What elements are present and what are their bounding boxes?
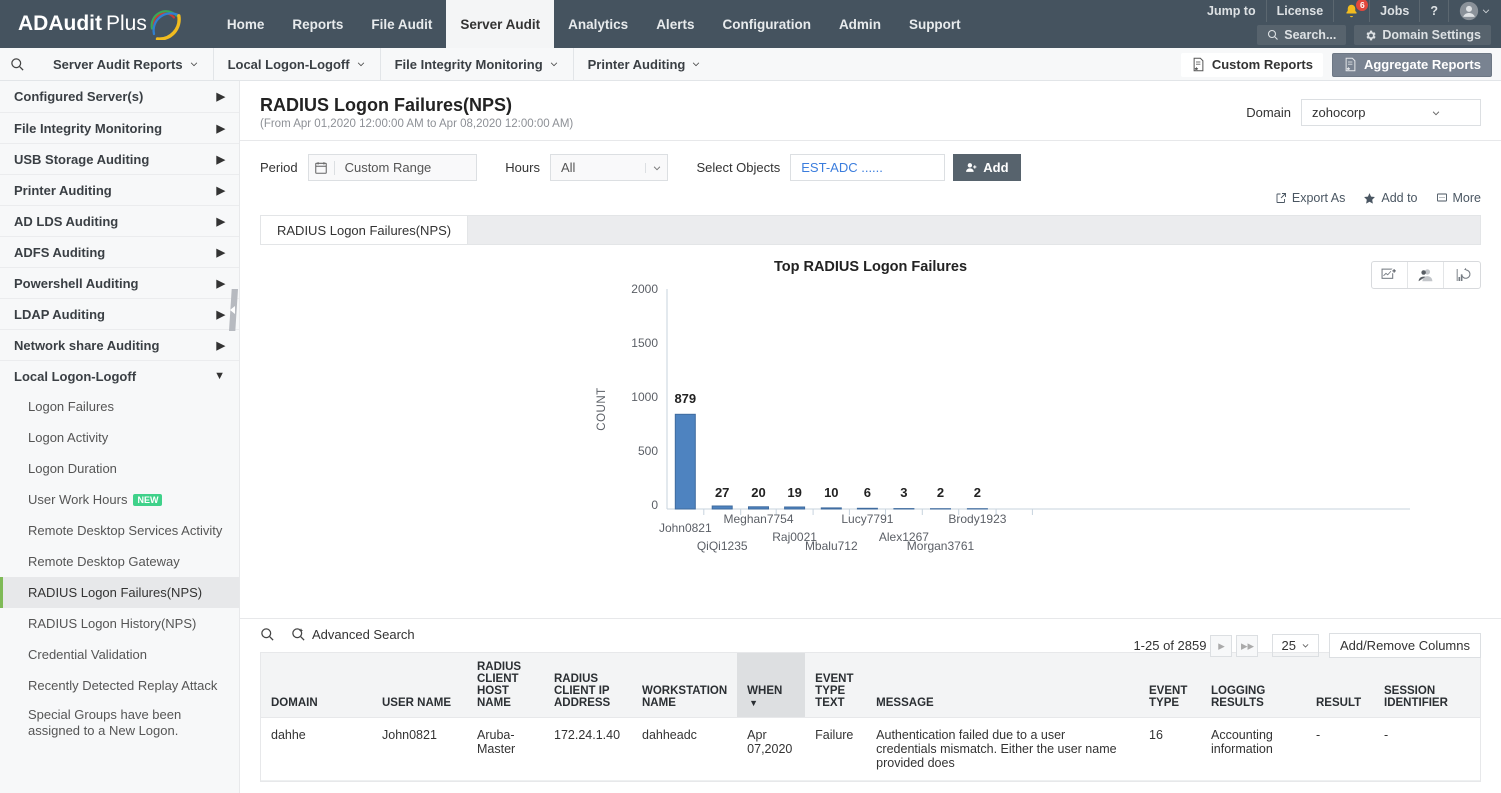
- svg-text:Mbalu712: Mbalu712: [805, 539, 858, 553]
- svg-text:0: 0: [651, 498, 658, 512]
- svg-text:Brody1923: Brody1923: [948, 512, 1006, 526]
- svg-text:1000: 1000: [631, 390, 658, 404]
- svg-text:19: 19: [787, 485, 801, 500]
- svg-text:10: 10: [824, 485, 838, 500]
- svg-text:COUNT: COUNT: [596, 387, 608, 430]
- svg-text:2: 2: [974, 485, 981, 500]
- svg-text:27: 27: [715, 485, 729, 500]
- svg-text:500: 500: [638, 444, 658, 458]
- svg-text:6: 6: [864, 485, 871, 500]
- svg-text:20: 20: [751, 485, 765, 500]
- svg-text:Lucy7791: Lucy7791: [841, 512, 893, 526]
- svg-text:QiQi1235: QiQi1235: [697, 539, 748, 553]
- svg-text:John0821: John0821: [659, 521, 712, 535]
- svg-text:Morgan3761: Morgan3761: [907, 539, 975, 553]
- svg-text:3: 3: [900, 485, 907, 500]
- svg-text:2000: 2000: [631, 282, 658, 296]
- svg-text:879: 879: [674, 391, 696, 406]
- svg-text:Meghan7754: Meghan7754: [723, 512, 793, 526]
- svg-text:2: 2: [937, 485, 944, 500]
- svg-text:1500: 1500: [631, 336, 658, 350]
